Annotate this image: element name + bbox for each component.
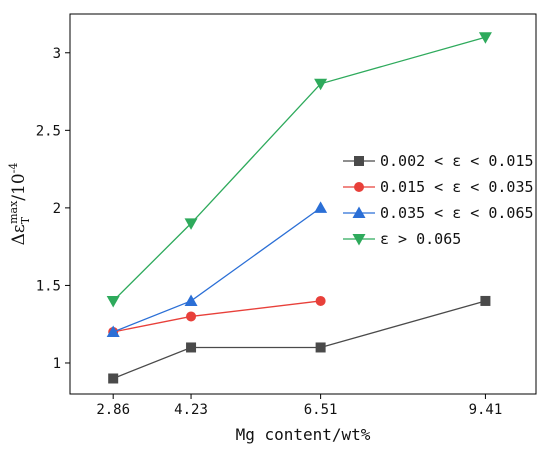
- legend-label: 0.015 < ε < 0.035: [380, 178, 534, 196]
- y-tick-label: 2.5: [36, 123, 61, 139]
- y-axis-label-subscript: T: [19, 216, 32, 224]
- y-tick-label: 1: [53, 356, 61, 372]
- series-3: [106, 201, 328, 337]
- y-axis-label-superscript: max: [7, 200, 20, 224]
- x-tick-label: 4.23: [174, 402, 208, 418]
- data-point: [184, 218, 198, 230]
- legend-marker: [352, 234, 366, 246]
- legend-marker: [354, 182, 364, 192]
- legend-marker: [354, 156, 364, 166]
- data-point: [314, 201, 328, 213]
- plot-frame: [69, 13, 537, 395]
- legend-item-1: 0.002 < ε < 0.015: [343, 152, 534, 170]
- data-point: [315, 342, 326, 353]
- y-axis-label: ΔεTmax/10-4: [7, 163, 32, 246]
- legend-marker: [352, 206, 366, 218]
- data-point: [314, 78, 328, 91]
- data-point: [478, 32, 492, 44]
- data-point: [106, 295, 120, 308]
- data-point: [186, 311, 197, 322]
- legend-label: 0.002 < ε < 0.015: [380, 152, 534, 170]
- data-point: [184, 294, 198, 306]
- x-tick-label: 6.51: [304, 402, 338, 418]
- data-point: [186, 342, 197, 353]
- legend-item-4: ε > 0.065: [343, 230, 461, 248]
- series-1: [108, 295, 491, 384]
- x-axis-label: Mg content/wt%: [236, 425, 371, 444]
- legend-label: ε > 0.065: [380, 230, 461, 248]
- legend-label: 0.035 < ε < 0.065: [380, 204, 534, 222]
- data-point: [315, 295, 326, 306]
- series-2: [108, 295, 326, 337]
- series-line: [113, 300, 321, 333]
- legend-item-2: 0.015 < ε < 0.035: [343, 178, 534, 196]
- x-tick-label: 2.86: [96, 402, 130, 418]
- x-axis-ticks: 2.86 4.23 6.51 9.41: [96, 394, 502, 418]
- data-point: [106, 325, 120, 337]
- y-axis-label-main: Δε: [9, 224, 29, 245]
- y-tick-label: 2: [53, 201, 61, 217]
- y-axis-label-exponent: -4: [7, 163, 20, 174]
- legend: 0.002 < ε < 0.015 0.015 < ε < 0.035 0.035 …: [343, 152, 534, 248]
- data-point: [480, 295, 491, 306]
- series-layer: [106, 32, 492, 384]
- y-tick-label: 3: [53, 46, 61, 62]
- x-tick-label: 9.41: [469, 402, 503, 418]
- data-point: [108, 373, 119, 384]
- y-axis-label-suffix: /10: [9, 173, 29, 200]
- series-4: [106, 32, 492, 308]
- y-tick-label: 1.5: [36, 278, 61, 294]
- series-line: [112, 36, 486, 302]
- legend-item-3: 0.035 < ε < 0.065: [343, 204, 534, 222]
- y-axis-ticks: 1 1.5 2 2.5 3: [36, 46, 70, 372]
- series-line: [112, 300, 486, 380]
